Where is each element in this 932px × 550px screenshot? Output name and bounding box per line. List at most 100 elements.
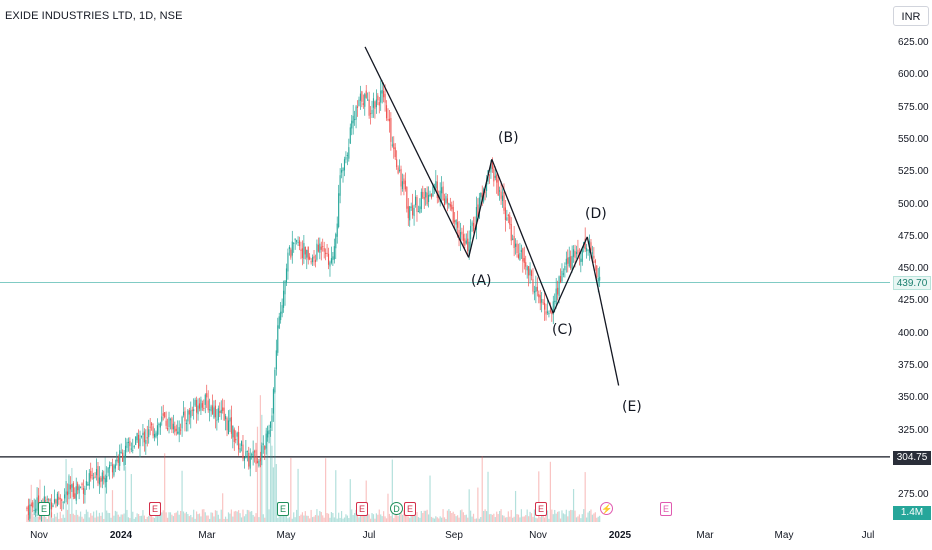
candle-body <box>48 499 50 501</box>
candle-body <box>182 411 185 416</box>
volume-bar <box>132 511 134 522</box>
earnings-marker[interactable]: E <box>149 502 161 516</box>
earnings-marker[interactable]: E <box>356 502 368 516</box>
volume-bar <box>480 517 482 522</box>
chart-plot-area[interactable] <box>0 0 890 550</box>
candle-body <box>156 425 158 436</box>
y-tick-label: 275.00 <box>898 489 929 501</box>
candle-body <box>571 255 573 271</box>
x-tick-label: Nov <box>30 530 48 541</box>
candle-body <box>378 102 380 106</box>
earnings-marker[interactable]: E <box>38 502 50 516</box>
candle-body <box>129 441 131 447</box>
currency-button[interactable]: INR <box>893 6 929 26</box>
split-marker[interactable]: ⚡ <box>600 502 613 515</box>
volume-bar <box>290 457 292 522</box>
candle-body <box>298 240 301 247</box>
candle-body <box>425 191 427 198</box>
volume-bar <box>325 458 327 522</box>
candle-body <box>317 244 319 252</box>
volume-bar <box>303 515 305 522</box>
earnings-marker[interactable]: E <box>404 502 416 516</box>
candle-body <box>153 433 156 438</box>
candle-body <box>152 426 154 436</box>
dividend-marker[interactable]: D <box>390 502 403 515</box>
candle-body <box>319 243 321 253</box>
earnings-marker[interactable]: E <box>277 502 289 516</box>
volume-bar <box>194 518 196 522</box>
volume-bar <box>284 513 286 522</box>
volume-bar <box>224 516 227 522</box>
candle-body <box>64 494 66 499</box>
volume-bar <box>519 517 521 522</box>
candle-body <box>178 427 180 435</box>
candle-body <box>109 464 111 469</box>
volume-bar <box>95 510 98 522</box>
volume-bar <box>81 516 83 522</box>
candle-body <box>451 204 453 210</box>
volume-bar <box>177 510 179 522</box>
candle-body <box>500 191 502 199</box>
candle-body <box>477 204 479 217</box>
candle-body <box>417 211 419 213</box>
volume-bar <box>227 512 230 522</box>
earnings-marker[interactable]: E <box>660 502 672 516</box>
volume-bar <box>149 513 151 522</box>
candle-body <box>423 196 425 200</box>
volume-bar <box>454 513 456 522</box>
volume-bar <box>123 513 125 522</box>
volume-bar <box>298 515 301 522</box>
volume-bar <box>193 509 195 522</box>
volume-bar <box>151 514 153 522</box>
candle-body <box>149 426 151 428</box>
candle-body <box>587 249 589 251</box>
volume-bar <box>348 518 350 522</box>
volume-bar <box>164 453 166 522</box>
volume-bar <box>253 516 256 522</box>
candle-body <box>33 510 35 512</box>
volume-bar <box>497 514 499 522</box>
volume-bar <box>282 515 285 522</box>
volume-bar <box>61 518 63 522</box>
candle-body <box>58 496 60 500</box>
candle-body <box>329 262 331 267</box>
candle-body <box>126 441 128 448</box>
candle-body <box>401 181 404 189</box>
volume-bar <box>358 517 360 522</box>
volume-bar <box>552 514 554 522</box>
volume-bar <box>35 515 37 522</box>
earnings-marker[interactable]: E <box>535 502 547 516</box>
candle-body <box>591 252 593 254</box>
candle-body <box>297 242 299 244</box>
candle-body <box>283 290 285 308</box>
candle-body <box>436 181 438 198</box>
candle-body <box>68 484 70 495</box>
candle-body <box>475 207 477 230</box>
candle-body <box>390 117 392 142</box>
candle-body <box>135 436 137 445</box>
price-chart[interactable] <box>0 0 890 550</box>
volume-bar <box>555 513 557 522</box>
volume-bar <box>29 512 31 522</box>
volume-bar <box>514 490 517 522</box>
candle-body <box>81 483 83 486</box>
candle-body <box>370 113 372 115</box>
volume-bar <box>517 514 520 522</box>
candle-body <box>32 502 34 508</box>
volume-bar <box>46 518 48 522</box>
candle-body <box>488 174 491 176</box>
candle-body <box>256 461 259 464</box>
volume-bar <box>554 509 556 522</box>
volume-bar <box>195 511 198 522</box>
candle-body <box>290 249 292 258</box>
candle-body <box>512 238 514 240</box>
volume-bar <box>378 509 380 522</box>
volume-bar <box>232 516 234 522</box>
candle-body <box>267 431 269 438</box>
candle-body <box>364 94 366 107</box>
volume-bar <box>567 516 569 522</box>
volume-bar <box>327 513 330 522</box>
candle-body <box>400 168 402 187</box>
candle-body <box>354 119 356 121</box>
volume-bar <box>148 516 150 522</box>
